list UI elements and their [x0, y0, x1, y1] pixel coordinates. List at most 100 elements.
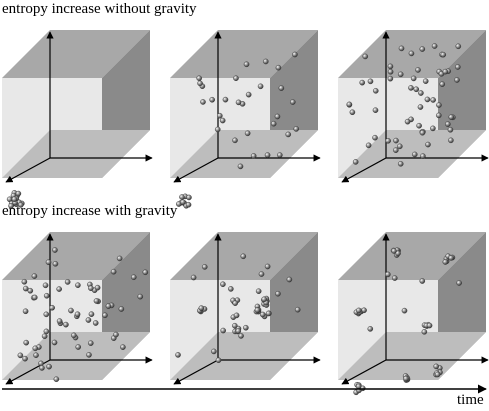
particle — [220, 281, 226, 288]
particle — [217, 112, 223, 119]
particle — [417, 104, 424, 110]
particle — [430, 125, 436, 132]
particle — [120, 344, 126, 350]
top-wall — [170, 30, 318, 78]
particle — [85, 317, 92, 323]
particle — [359, 79, 366, 86]
particle — [431, 43, 438, 49]
y-axis — [173, 157, 219, 183]
particle — [32, 345, 39, 352]
particle — [137, 293, 144, 300]
particle — [190, 274, 197, 281]
particle — [367, 78, 374, 85]
particle — [404, 118, 411, 125]
particle — [265, 310, 272, 317]
particle — [64, 279, 71, 285]
time-axis-label: time — [457, 392, 484, 408]
particle — [17, 202, 24, 208]
particle — [261, 296, 267, 303]
particle — [270, 120, 277, 127]
particle — [235, 328, 242, 334]
y-axis — [341, 359, 387, 385]
particle — [130, 274, 137, 280]
cube-panel-3 — [338, 30, 489, 183]
particle — [237, 163, 244, 170]
particle — [196, 75, 202, 82]
particle — [440, 51, 447, 58]
particle — [43, 328, 50, 335]
particle — [422, 78, 429, 84]
particle — [41, 333, 48, 340]
particle — [285, 131, 292, 138]
particle — [278, 85, 285, 91]
particle — [51, 339, 58, 346]
particle — [93, 298, 100, 304]
particle — [259, 311, 266, 318]
particle — [403, 375, 409, 382]
particle — [245, 91, 252, 98]
particle — [395, 250, 401, 257]
floor — [170, 332, 318, 380]
particle — [228, 286, 234, 292]
particle — [442, 259, 449, 265]
particle — [87, 340, 94, 346]
particle — [31, 273, 38, 279]
particle — [200, 99, 206, 105]
particle — [426, 322, 433, 329]
particle — [393, 147, 399, 153]
particle — [113, 331, 119, 338]
particle — [397, 71, 404, 78]
particle — [43, 311, 50, 318]
particle — [254, 307, 261, 313]
particle — [275, 290, 281, 297]
particle — [393, 137, 399, 144]
particle — [233, 312, 240, 319]
particle — [346, 101, 353, 108]
particle — [274, 113, 281, 120]
particle — [397, 161, 404, 167]
particle — [45, 259, 52, 266]
particle — [419, 129, 426, 136]
particle — [86, 352, 92, 358]
particle — [179, 194, 185, 200]
particle — [447, 126, 454, 133]
particle — [142, 269, 149, 276]
particle — [362, 53, 369, 60]
particle — [397, 143, 403, 150]
cube-panel-2 — [170, 30, 321, 209]
particle — [185, 201, 192, 208]
caption-without-gravity: entropy increase without gravity — [2, 1, 197, 17]
particle — [53, 376, 60, 383]
y-axis — [5, 157, 51, 183]
y-axis — [341, 157, 387, 183]
particle — [255, 288, 262, 294]
particle — [23, 339, 30, 346]
particle — [88, 285, 94, 292]
particle — [415, 67, 421, 73]
particle — [448, 137, 454, 144]
particle — [445, 121, 451, 127]
particle — [197, 80, 203, 87]
particle — [232, 322, 238, 329]
particle — [387, 75, 394, 82]
particle — [275, 64, 282, 71]
particle — [56, 318, 63, 324]
floor — [338, 332, 486, 380]
particle — [454, 77, 460, 83]
particle — [243, 61, 250, 68]
particle — [455, 43, 462, 50]
particle — [31, 294, 38, 301]
particle — [391, 248, 397, 254]
particle — [372, 107, 379, 113]
cube-panel-1 — [2, 30, 153, 209]
particle — [289, 99, 296, 105]
particle — [355, 383, 362, 390]
particle — [42, 282, 49, 289]
particle — [88, 311, 95, 317]
top-wall — [338, 232, 486, 280]
particle — [419, 278, 426, 284]
particle — [56, 286, 62, 292]
particle — [238, 333, 244, 339]
particle — [411, 151, 418, 158]
